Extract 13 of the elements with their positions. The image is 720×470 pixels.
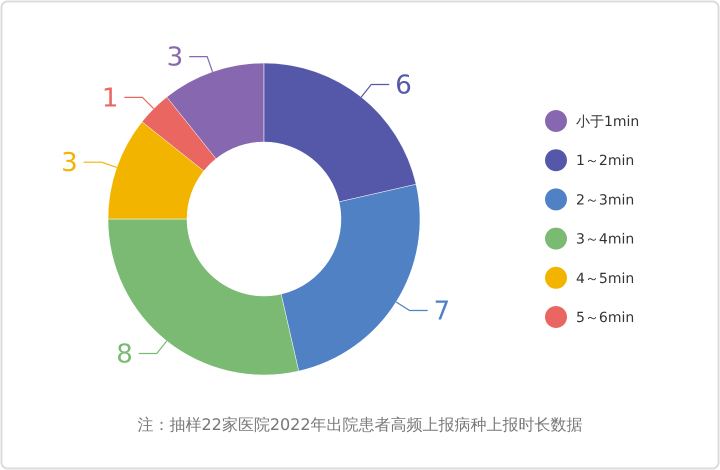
data-label: 6 <box>395 70 412 101</box>
text: 注：抽样22家医院2022年出院患者高频上报病种上报时长数据 <box>137 415 583 434</box>
data-label: 3 <box>61 148 78 178</box>
data-label: 1 <box>102 83 118 114</box>
legend-label: 5～6min <box>576 310 634 326</box>
legend-label: 4～5min <box>576 270 634 287</box>
data-label: 3 <box>166 42 184 73</box>
data-label: 8 <box>116 339 133 370</box>
legend-label: 2～3min <box>576 192 634 208</box>
data-label: 7 <box>434 296 450 327</box>
legend-label: 小于1min <box>576 114 640 130</box>
legend-label: 3～4min <box>576 232 634 248</box>
legend-label: 1～2min <box>576 153 634 170</box>
